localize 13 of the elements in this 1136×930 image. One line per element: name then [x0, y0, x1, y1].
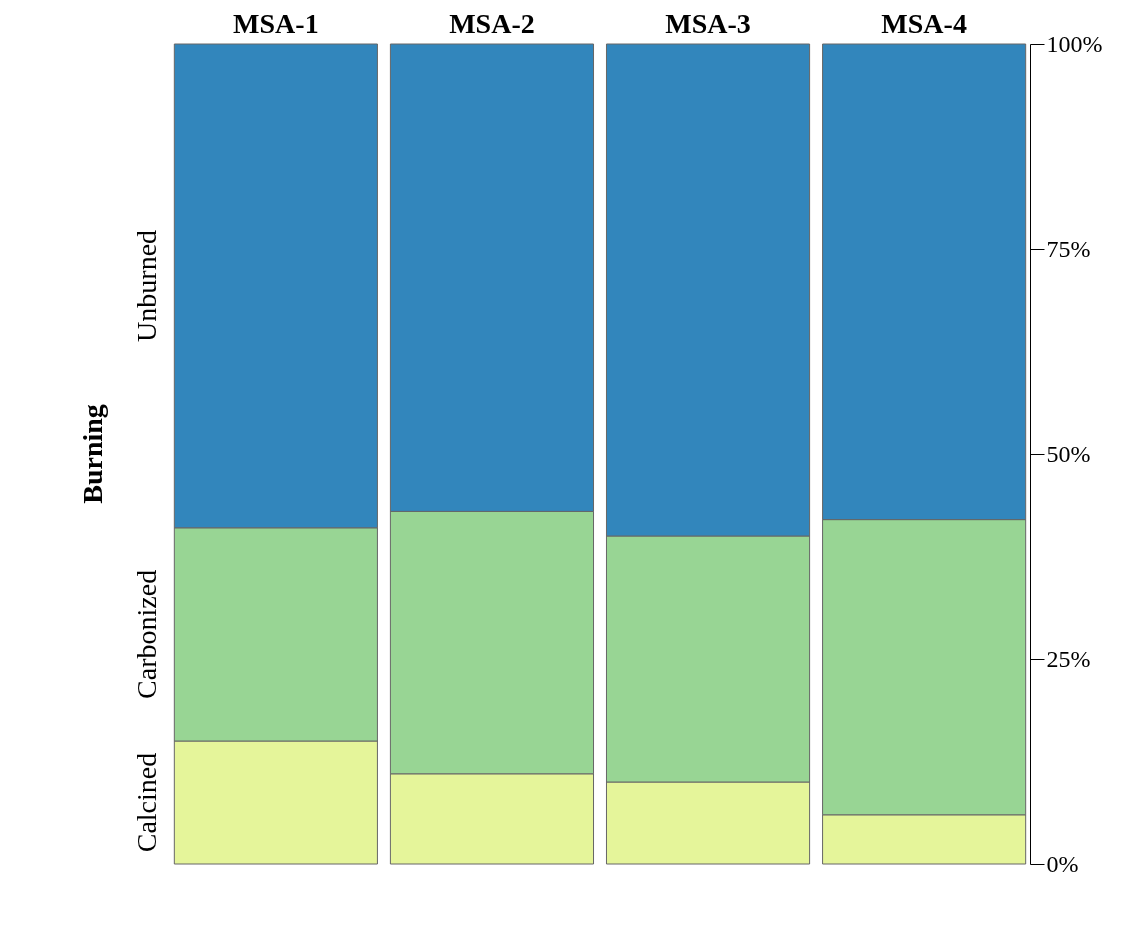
text: Calcined	[131, 752, 162, 853]
x-tick-label: MSA-3	[665, 7, 751, 39]
y-tick-label: 0%	[1046, 850, 1079, 877]
y-axis-title: Burning	[77, 404, 108, 504]
y-tick-label: 50%	[1046, 440, 1091, 467]
x-tick-label: MSA-1	[233, 7, 319, 39]
text: Unburned	[131, 229, 162, 342]
y-tick-label: 75%	[1046, 235, 1091, 262]
y-tick-label: 100%	[1046, 30, 1103, 57]
x-tick-label: MSA-2	[449, 7, 535, 39]
x-tick-label: MSA-4	[881, 7, 967, 39]
y-tick-label: 25%	[1046, 645, 1091, 672]
text: Carbonized	[131, 569, 162, 699]
